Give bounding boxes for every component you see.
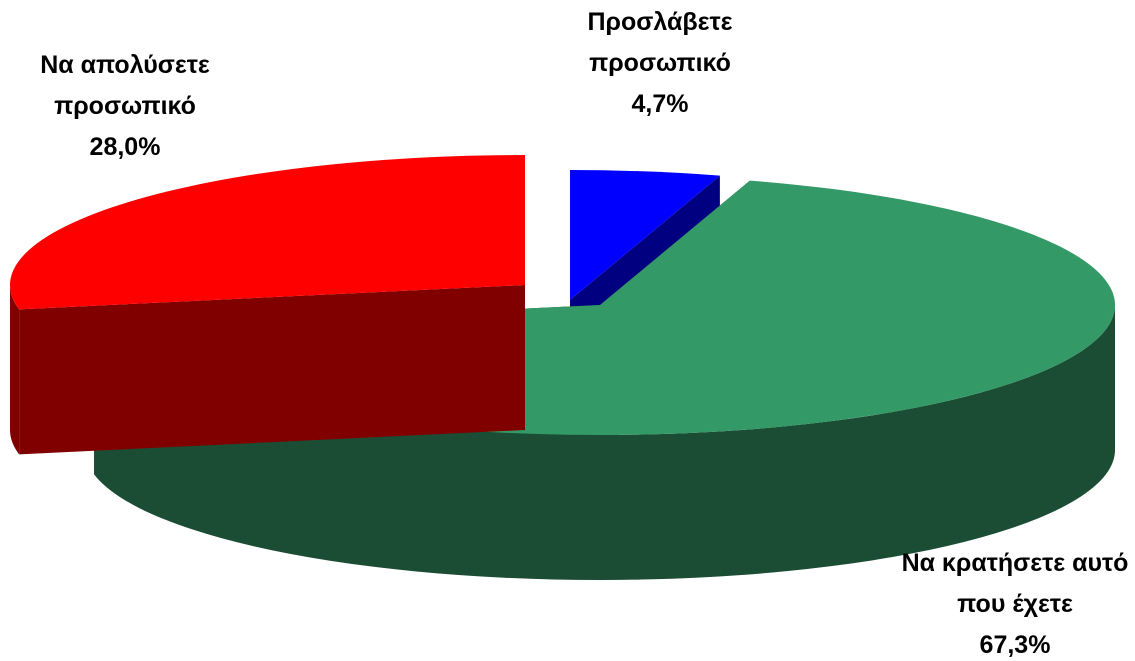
slice-value-label: 67,3% bbox=[979, 631, 1051, 659]
slice bbox=[9, 155, 525, 310]
slice-value-label: 28,0% bbox=[89, 133, 161, 161]
slice-side bbox=[19, 285, 525, 455]
slice-label: Να απολύσετε προσωπικό bbox=[40, 51, 210, 120]
slice-label: Να κρατήσετε αυτό που έχετε bbox=[901, 549, 1129, 618]
slice bbox=[570, 170, 720, 300]
slice-value-label: 4,7% bbox=[631, 90, 689, 118]
slice-label: Προσλάβετε προσωπικό bbox=[587, 8, 733, 77]
slice-wall bbox=[10, 285, 20, 455]
slice-wall bbox=[94, 305, 1115, 580]
